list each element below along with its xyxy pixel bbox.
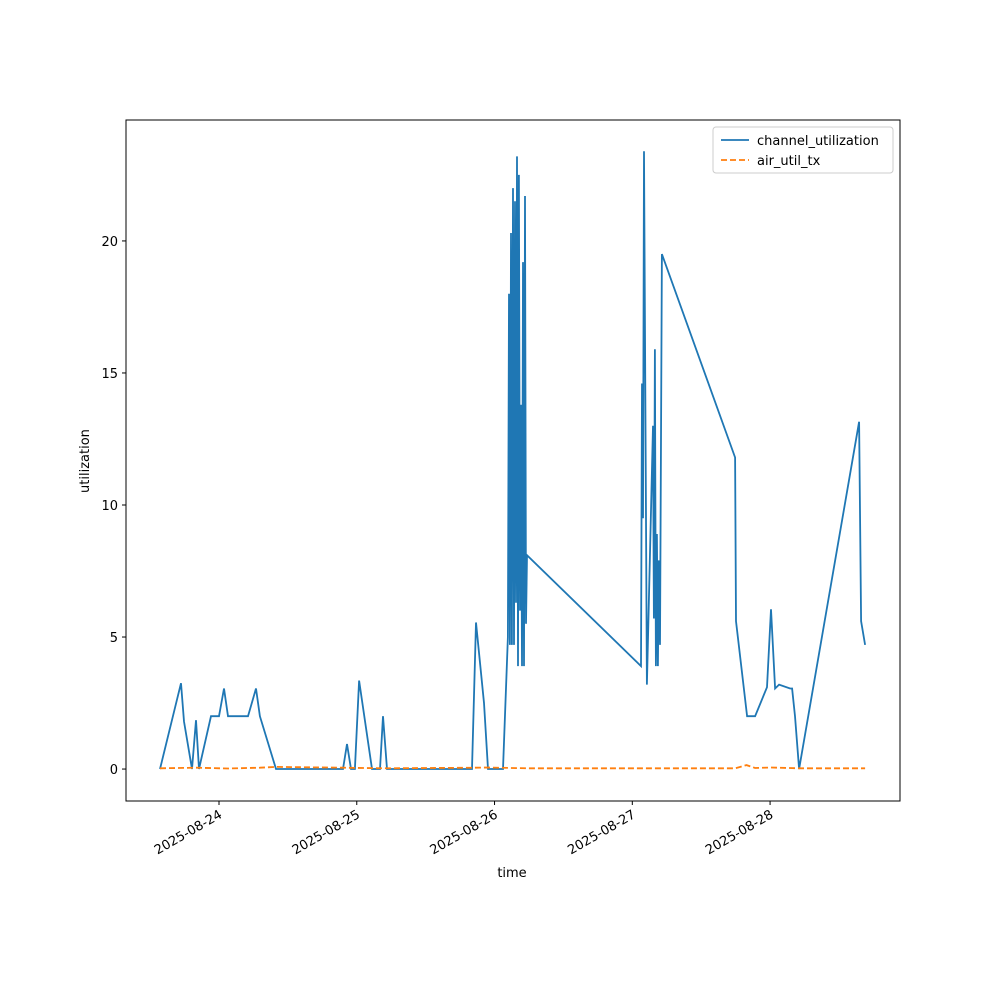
legend-label: air_util_tx bbox=[757, 154, 821, 169]
y-tick-label: 15 bbox=[101, 367, 118, 382]
y-tick-label: 20 bbox=[101, 235, 118, 250]
x-tick-label: 2025-08-27 bbox=[565, 807, 638, 858]
y-tick-label: 10 bbox=[101, 499, 118, 514]
x-tick-label: 2025-08-25 bbox=[290, 807, 363, 858]
x-axis-label: time bbox=[497, 866, 526, 881]
y-tick-label: 5 bbox=[110, 631, 118, 646]
legend-box bbox=[712, 126, 894, 174]
x-tick-label: 2025-08-24 bbox=[152, 807, 225, 858]
y-tick-label: 0 bbox=[110, 763, 118, 778]
x-tick-label: 2025-08-28 bbox=[703, 807, 776, 858]
y-axis-label: utilization bbox=[78, 429, 93, 493]
x-tick-label: 2025-08-26 bbox=[428, 807, 501, 858]
series-line bbox=[159, 764, 866, 770]
legend-label: channel_utilization bbox=[757, 134, 879, 149]
series-line bbox=[159, 151, 866, 770]
axes-frame bbox=[125, 119, 901, 802]
